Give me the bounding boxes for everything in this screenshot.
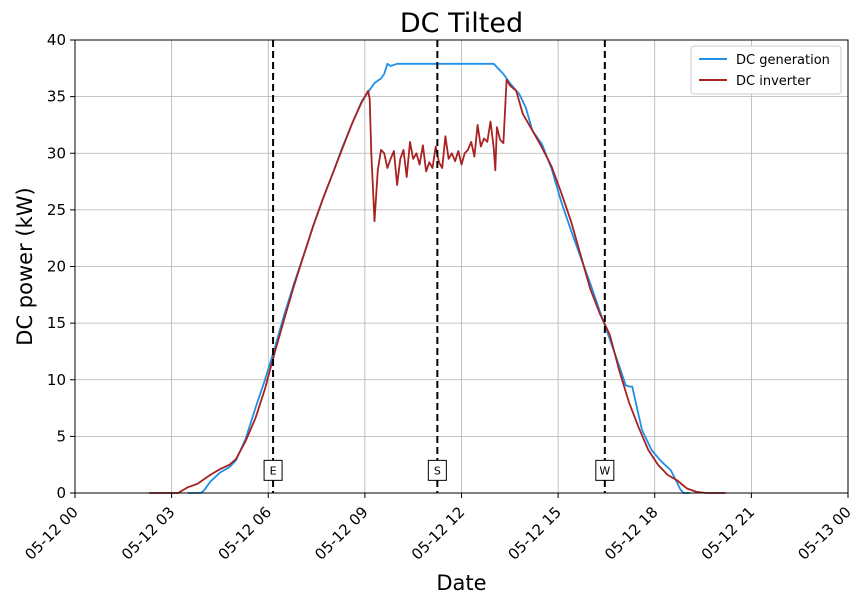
x-tick-label: 05-12 21 [698, 503, 758, 563]
y-tick-label: 30 [47, 144, 66, 162]
y-tick-label: 20 [47, 258, 66, 276]
y-tick-label: 5 [56, 427, 66, 445]
y-tick-label: 25 [47, 201, 66, 219]
marker-box [427, 459, 447, 481]
marker-box [595, 459, 615, 481]
legend-box [690, 45, 842, 95]
legend: DC generation DC inverter [690, 45, 842, 95]
y-axis: 0 5 10 15 20 25 30 35 40 [47, 31, 75, 502]
y-tick-label: 15 [47, 314, 66, 332]
marker-box [263, 459, 283, 481]
marker-label: E [270, 464, 277, 477]
legend-label: DC generation [736, 53, 830, 68]
x-tick-label: 05-13 00 [794, 503, 854, 563]
x-tick-label: 05-12 00 [21, 503, 81, 563]
series-line-dc-inverter [149, 78, 726, 494]
x-tick-label: 05-12 03 [118, 503, 178, 563]
y-tick-label: 10 [47, 371, 66, 389]
series-line-dc-generation [187, 62, 691, 494]
x-tick-label: 05-12 15 [505, 503, 565, 563]
y-axis-label: DC power (kW) [13, 187, 37, 345]
series-lines [149, 62, 726, 494]
marker-label: W [599, 464, 610, 477]
x-tick-label: 05-12 12 [408, 503, 468, 563]
chart-title: DC Tilted [400, 8, 523, 39]
y-tick-label: 0 [56, 484, 66, 502]
marker-label: S [434, 464, 441, 477]
grid-lines [74, 39, 849, 494]
x-axis-label: Date [436, 571, 486, 595]
x-axis: 05-12 00 05-12 03 05-12 06 05-12 09 05-12 12… [21, 493, 855, 564]
x-tick-label: 05-12 18 [601, 503, 661, 563]
legend-label: DC inverter [736, 74, 811, 89]
y-tick-label: 35 [47, 88, 66, 106]
x-tick-label: 05-12 09 [311, 503, 371, 563]
x-tick-label: 05-12 06 [215, 503, 275, 563]
y-tick-label: 40 [47, 31, 66, 49]
